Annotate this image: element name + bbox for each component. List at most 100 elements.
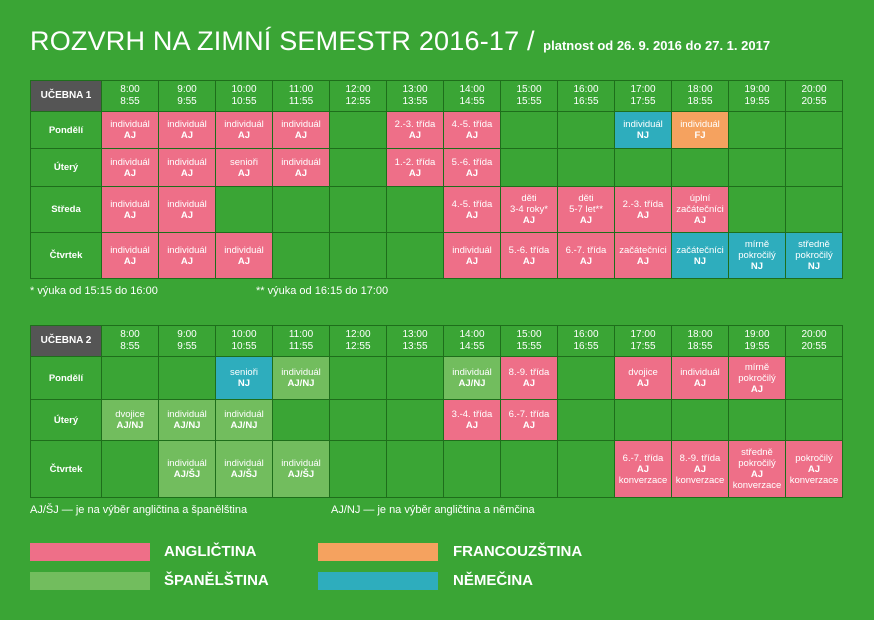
lesson-language: NJ (636, 130, 650, 141)
legend-label-german: NĚMEČINA (453, 572, 534, 589)
legend-swatch-german (318, 572, 438, 590)
time-slot-header: 16:00 16:55 (557, 325, 615, 357)
lesson-cell: úplní začátečníci AJ (671, 186, 729, 233)
lesson-language: AJ/ŠJ (287, 469, 315, 480)
lesson-cell: mírně pokročilý NJ (728, 232, 786, 279)
lesson-cell: 2.-3. třída AJ (386, 111, 444, 149)
slot-end: 20:55 (801, 96, 827, 107)
lesson-language: AJ/ŠJ (230, 469, 258, 480)
slot-start: 14:00 (459, 84, 485, 95)
empty-cell (671, 148, 729, 187)
lesson-cell: začátečníci AJ (614, 232, 672, 279)
time-slot-header: 8:00 8:55 (101, 325, 159, 357)
slot-end: 13:55 (402, 341, 428, 352)
time-slot-header: 12:00 12:55 (329, 80, 387, 112)
lesson-text: 6.-7. třída (508, 409, 550, 420)
time-slot-header: 13:00 13:55 (386, 80, 444, 112)
lesson-cell: mírně pokročilý AJ (728, 356, 786, 400)
lesson-language: AJ (123, 167, 137, 179)
slot-end: 11:55 (288, 96, 314, 107)
slot-end: 18:55 (687, 96, 713, 107)
slot-start: 10:00 (231, 84, 257, 95)
slot-start: 9:00 (177, 84, 197, 95)
lesson-text: mírně (744, 239, 770, 250)
empty-cell (557, 148, 615, 187)
empty-cell (728, 111, 786, 149)
lesson-text: dvojice (628, 367, 658, 378)
lesson-cell: 6.-7. třída AJ konverzace (614, 440, 672, 498)
lesson-text: začátečníci (619, 244, 667, 256)
lesson-cell: individuál AJ (272, 111, 330, 149)
slot-end: 11:55 (288, 341, 314, 352)
lesson-language: AJ (123, 255, 137, 267)
slot-end: 10:55 (231, 341, 257, 352)
lesson-language: AJ/NJ (287, 378, 315, 389)
lesson-cell: individuál AJ/ŠJ (158, 440, 216, 498)
lesson-text: 8.-9. třída (508, 367, 550, 378)
lesson-cell: individuál AJ (158, 232, 216, 279)
lesson-language: NJ (237, 378, 251, 389)
slot-end: 9:55 (177, 96, 197, 107)
slot-end: 8:55 (120, 341, 140, 352)
legend-swatch-french (318, 543, 438, 561)
lesson-text: individuál (167, 244, 207, 256)
lesson-language: AJ (237, 167, 251, 179)
slot-start: 11:00 (288, 84, 314, 95)
lesson-language: AJ/NJ (173, 420, 201, 431)
lesson-cell: individuál AJ/NJ (215, 399, 273, 441)
slot-end: 16:55 (573, 341, 599, 352)
slot-end: 20:55 (801, 341, 827, 352)
slot-end: 19:55 (744, 341, 770, 352)
empty-cell (386, 356, 444, 400)
lesson-text: středně (798, 239, 830, 250)
lesson-text: 4.-5. třída (451, 198, 493, 210)
empty-cell (329, 440, 387, 498)
lesson-language: NJ (807, 261, 821, 272)
empty-cell (785, 399, 843, 441)
lesson-text: začátečníci (676, 244, 724, 256)
lesson-text: individuál (167, 409, 207, 420)
empty-cell (272, 399, 330, 441)
day-label: Čtvrtek (30, 232, 102, 279)
lesson-text: individuál (281, 458, 321, 469)
lesson-language: AJ (123, 209, 137, 221)
lesson-cell: individuál AJ (158, 111, 216, 149)
day-label: Středa (30, 186, 102, 233)
lesson-text: 1.-2. třída (394, 156, 436, 168)
empty-cell (158, 356, 216, 400)
slot-start: 17:00 (630, 84, 656, 95)
lesson-text: 2.-3. třída (394, 119, 436, 130)
empty-cell (329, 356, 387, 400)
lesson-text: 5.-6. třída (508, 244, 550, 256)
lesson-cell: individuál AJ (101, 148, 159, 187)
time-slot-header: 8:00 8:55 (101, 80, 159, 112)
empty-cell (500, 148, 558, 187)
empty-cell (329, 232, 387, 279)
time-slot-header: 18:00 18:55 (671, 80, 729, 112)
lesson-text: individuál (224, 119, 264, 130)
lesson-cell: individuál FJ (671, 111, 729, 149)
lesson-text: individuál (452, 244, 492, 256)
time-slot-header: 14:00 14:55 (443, 325, 501, 357)
lesson-text: začátečníci (676, 204, 724, 215)
lesson-text: individuál (680, 367, 720, 378)
title-main: ROZVRH NA ZIMNÍ SEMESTR 2016-17 / (30, 26, 535, 56)
lesson-cell: individuál AJ/NJ (158, 399, 216, 441)
empty-cell (785, 148, 843, 187)
time-slot-header: 11:00 11:55 (272, 325, 330, 357)
day-label: Úterý (30, 148, 102, 187)
lesson-text: pokročilý (738, 250, 776, 261)
lesson-cell: 4.-5. třída AJ (443, 186, 501, 233)
slot-start: 10:00 (231, 329, 257, 340)
legend-label-french: FRANCOUZŠTINA (453, 543, 583, 560)
lesson-cell: individuál AJ (671, 356, 729, 400)
empty-cell (557, 111, 615, 149)
lesson-language: AJ (237, 255, 251, 267)
time-slot-header: 20:00 20:55 (785, 325, 843, 357)
time-slot-header: 12:00 12:55 (329, 325, 387, 357)
lesson-language: AJ/NJ (458, 378, 486, 389)
lesson-language: AJ (237, 130, 251, 141)
empty-cell (386, 186, 444, 233)
lesson-cell: dvojice AJ/NJ (101, 399, 159, 441)
empty-cell (557, 440, 615, 498)
